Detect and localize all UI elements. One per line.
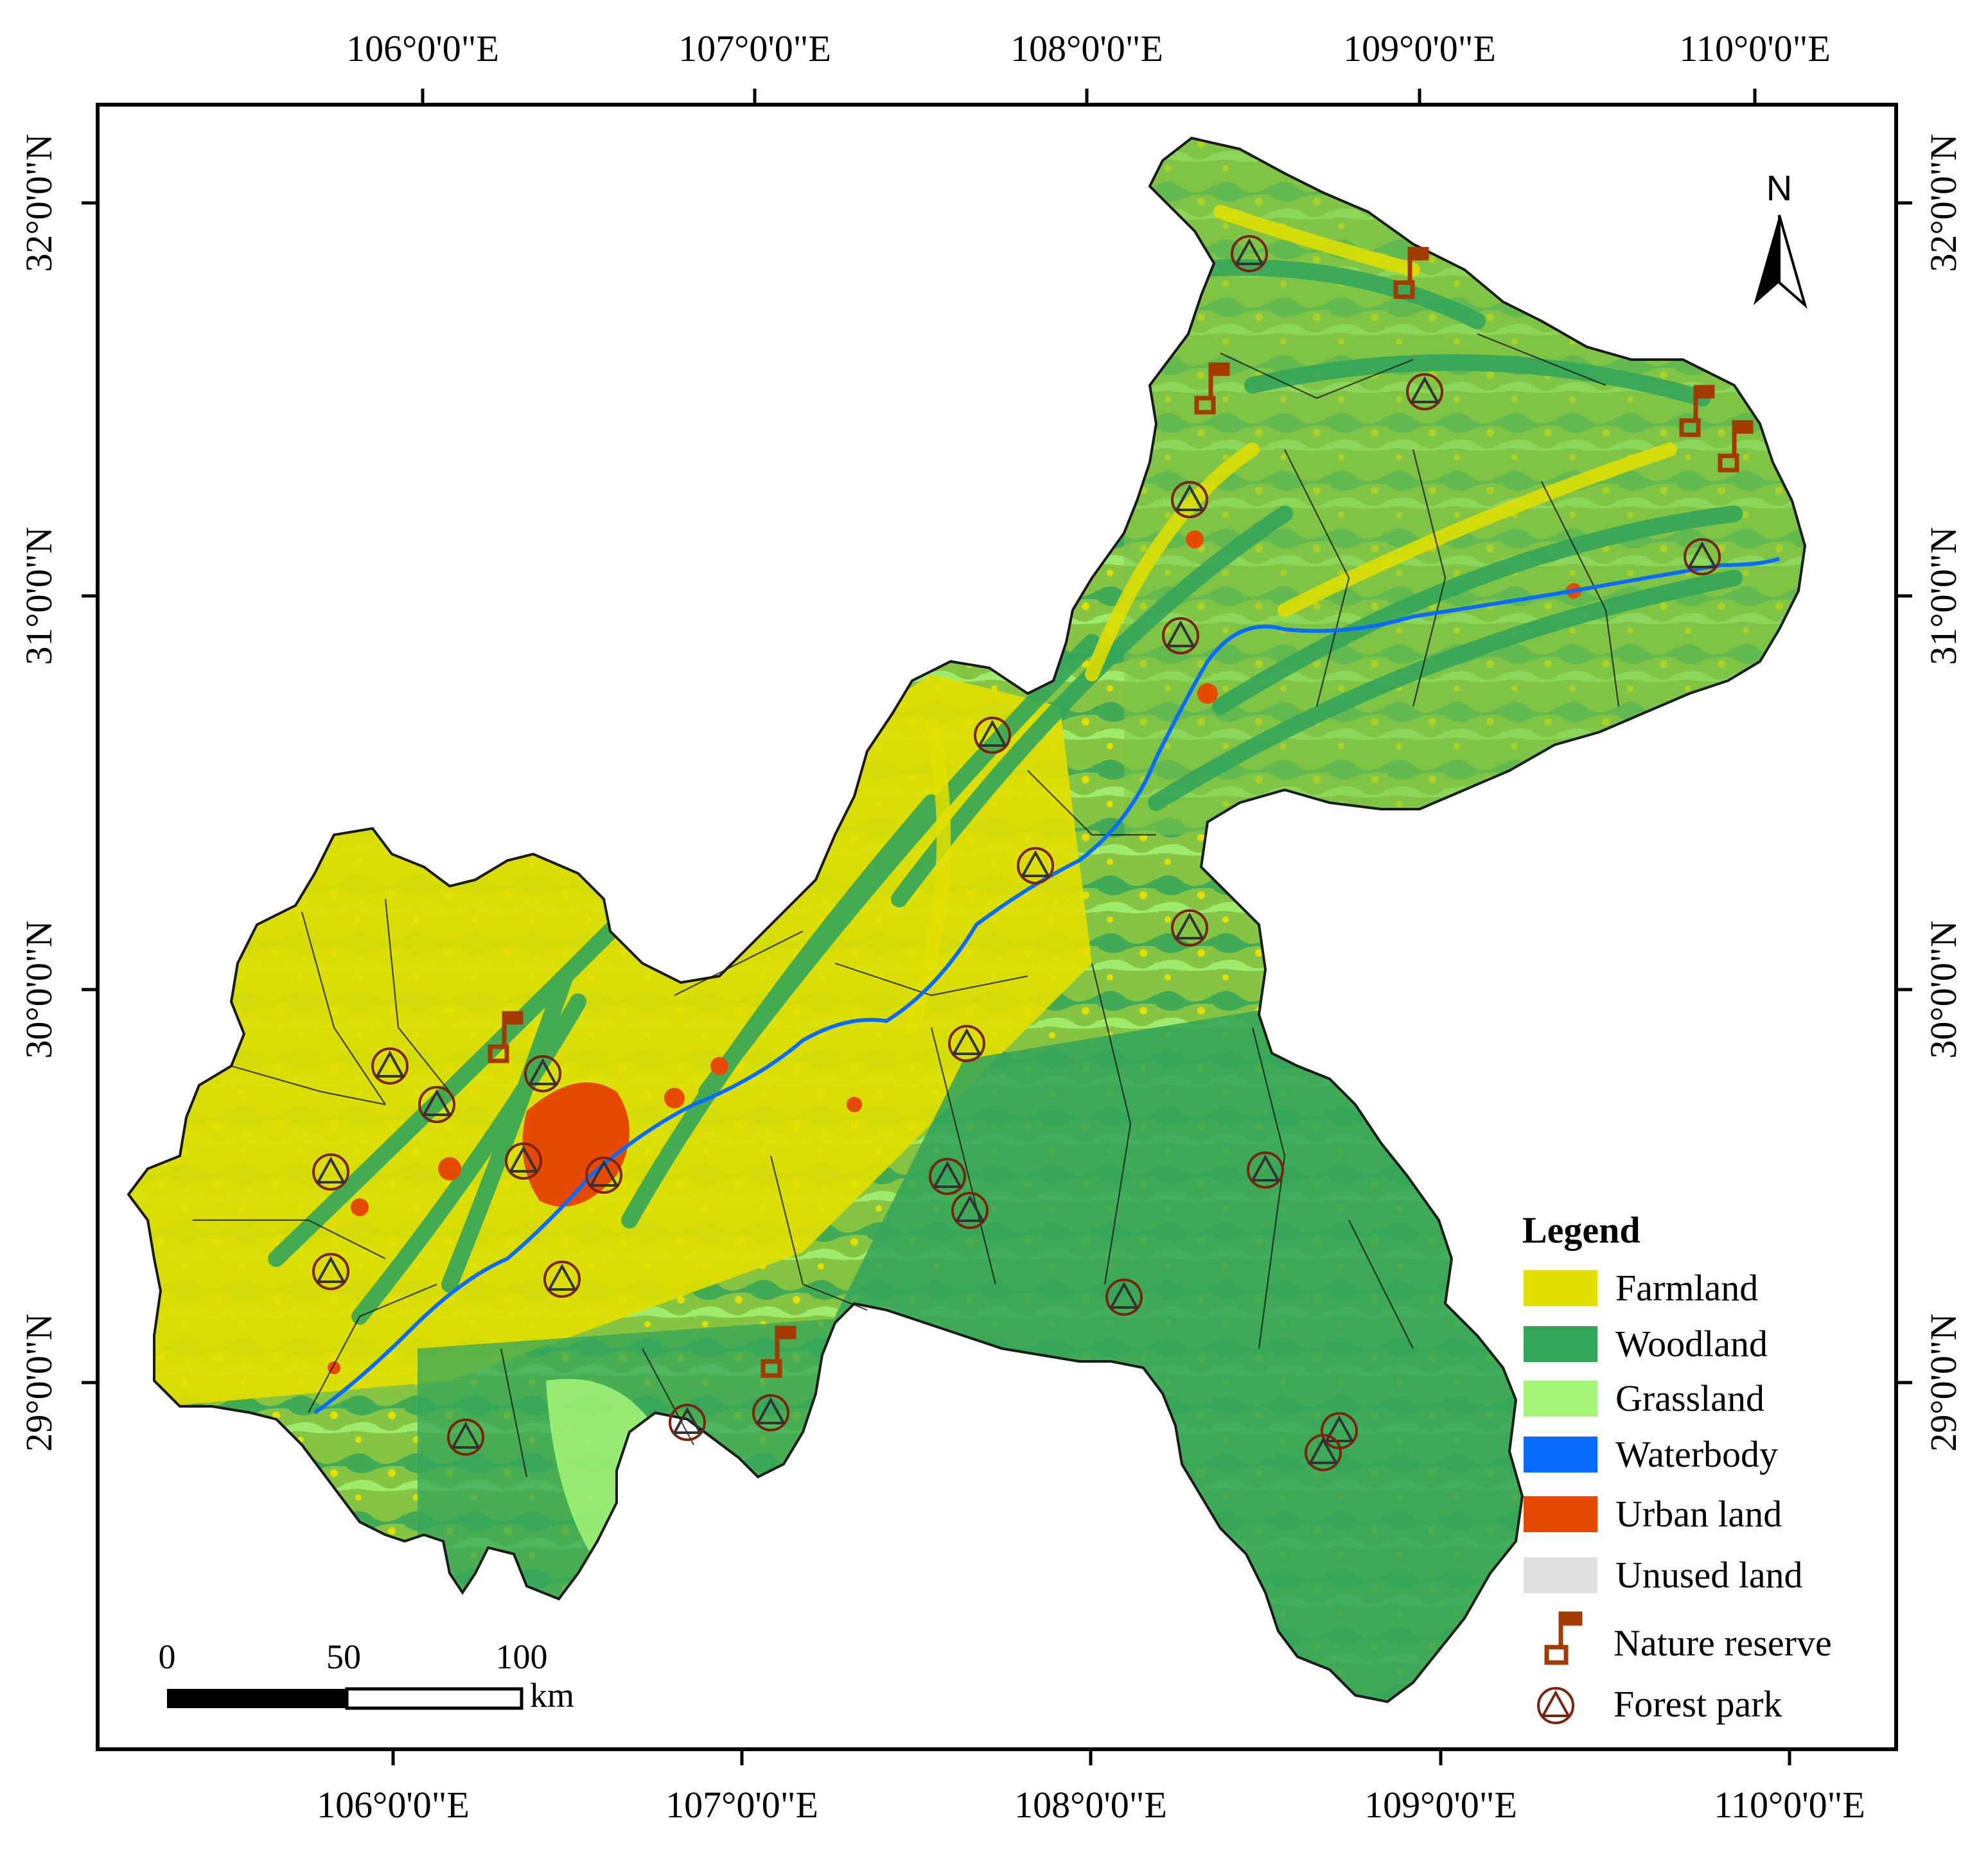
- lon-label-top-108: 108°0'0"E: [1010, 28, 1163, 69]
- nature-reserve-flag-icon: [1393, 247, 1429, 299]
- forest-park-triangle-icon: [1684, 538, 1721, 575]
- forest-park-triangle-icon: [312, 1253, 349, 1290]
- legend-swatch-unused-land: [1524, 1557, 1597, 1593]
- lat-label-left-29: 29°0'0"N: [18, 1313, 60, 1451]
- lon-label-top-110: 110°0'0"E: [1679, 28, 1831, 69]
- lat-label-right-31: 31°0'0"N: [1922, 527, 1964, 665]
- nature-reserve-flag-icon: [488, 1011, 523, 1063]
- nature-reserve-flag-icon: [1194, 362, 1230, 415]
- forest-park-triangle-icon: [1162, 617, 1199, 654]
- legend-swatch-urban-land: [1524, 1496, 1597, 1532]
- forest-park-triangle-icon: [1406, 373, 1443, 410]
- legend-label-farmland: Farmland: [1615, 1267, 1758, 1309]
- district-boundaries: [193, 333, 1620, 1478]
- lon-label-bottom-106: 106°0'0"E: [317, 1784, 470, 1826]
- lon-label-top-109: 109°0'0"E: [1343, 28, 1496, 69]
- lat-label-left-31: 31°0'0"N: [18, 527, 60, 665]
- lat-label-left-32: 32°0'0"N: [18, 134, 60, 272]
- forest-park-triangle-icon: [752, 1394, 789, 1431]
- forest-park-triangle-icon: [951, 1192, 989, 1229]
- scale-unit: km: [530, 1676, 574, 1715]
- forest-park-triangle-icon: [1171, 909, 1208, 947]
- forest-park-triangle-icon: [1247, 1151, 1284, 1189]
- forest-park-triangle-icon: [447, 1419, 484, 1456]
- lat-label-left-30: 30°0'0"N: [18, 920, 60, 1058]
- north-label: N: [1766, 168, 1792, 208]
- legend-swatch-woodland: [1524, 1326, 1597, 1362]
- legend-label-waterbody: Waterbody: [1615, 1433, 1778, 1475]
- north-arrow-icon: [1754, 215, 1779, 305]
- legend-label-urban-land: Urban land: [1615, 1493, 1782, 1535]
- urban-core: [522, 1082, 629, 1207]
- legend: Legend Farmland Woodland Grassland Water…: [1522, 1209, 1832, 1725]
- forest-park-triangle-icon: [418, 1086, 455, 1123]
- north-arrow: N: [1754, 168, 1808, 309]
- farmland-west: [128, 674, 1092, 1413]
- legend-label-forest-park: Forest park: [1614, 1683, 1782, 1725]
- nature-reserve-flag-icon: [1718, 420, 1754, 473]
- nature-reserve-flag-icon: [1544, 1611, 1583, 1665]
- forest-park-triangle-icon: [371, 1047, 409, 1085]
- lat-label-right-29: 29°0'0"N: [1922, 1313, 1964, 1451]
- longitude-ticks-top: [421, 89, 1757, 105]
- lon-label-bottom-108: 108°0'0"E: [1014, 1784, 1167, 1826]
- forest-park-triangle-icon: [585, 1157, 622, 1194]
- forest-park-triangle-icon: [974, 717, 1011, 754]
- legend-title: Legend: [1522, 1209, 1641, 1251]
- forest-park-triangle-icon: [948, 1025, 985, 1062]
- nature-reserve-markers: [488, 247, 1754, 1378]
- lon-label-bottom-110: 110°0'0"E: [1714, 1784, 1865, 1826]
- lon-label-bottom-107: 107°0'0"E: [665, 1784, 818, 1826]
- lon-label-top-106: 106°0'0"E: [346, 28, 499, 69]
- nature-reserve-flag-icon: [761, 1325, 796, 1378]
- lat-label-right-32: 32°0'0"N: [1922, 134, 1964, 272]
- lon-label-top-107: 107°0'0"E: [678, 28, 831, 69]
- forest-park-triangle-icon: [524, 1055, 561, 1092]
- legend-label-nature-reserve: Nature reserve: [1614, 1622, 1832, 1664]
- legend-swatch-waterbody: [1524, 1437, 1597, 1472]
- scale-tick-100: 100: [496, 1638, 548, 1676]
- lat-label-right-30: 30°0'0"N: [1922, 920, 1964, 1058]
- legend-label-woodland: Woodland: [1615, 1323, 1768, 1365]
- lon-label-bottom-109: 109°0'0"E: [1364, 1784, 1517, 1826]
- legend-label-unused-land: Unused land: [1615, 1554, 1803, 1596]
- legend-swatch-farmland: [1524, 1270, 1597, 1306]
- legend-label-grassland: Grassland: [1615, 1377, 1764, 1419]
- scale-tick-50: 50: [326, 1638, 361, 1676]
- nature-reserve-flag-icon: [1679, 385, 1715, 437]
- latitude-ticks-left: [82, 201, 98, 1385]
- forest-park-triangle-icon: [1231, 235, 1268, 272]
- legend-swatch-grassland: [1524, 1381, 1597, 1417]
- longitude-ticks-bottom: [391, 1749, 1791, 1765]
- forest-park-triangle-icon: [669, 1404, 706, 1441]
- forest-park-triangle-icon: [929, 1158, 966, 1195]
- forest-park-triangle-icon: [1537, 1687, 1574, 1724]
- scale-tick-0: 0: [159, 1638, 176, 1676]
- forest-park-triangle-icon: [1017, 847, 1054, 884]
- forest-park-triangle-icon: [1171, 481, 1208, 518]
- forest-park-triangle-icon: [312, 1153, 349, 1191]
- forest-park-triangle-icon: [1305, 1434, 1342, 1471]
- scale-bar: 0 50 100 km: [159, 1638, 575, 1715]
- latitude-ticks-right: [1896, 201, 1912, 1385]
- forest-park-markers: [312, 235, 1721, 1471]
- forest-park-triangle-icon: [1105, 1279, 1143, 1316]
- river: [313, 557, 1780, 1415]
- forest-park-triangle-icon: [505, 1142, 542, 1180]
- forest-park-triangle-icon: [543, 1261, 581, 1298]
